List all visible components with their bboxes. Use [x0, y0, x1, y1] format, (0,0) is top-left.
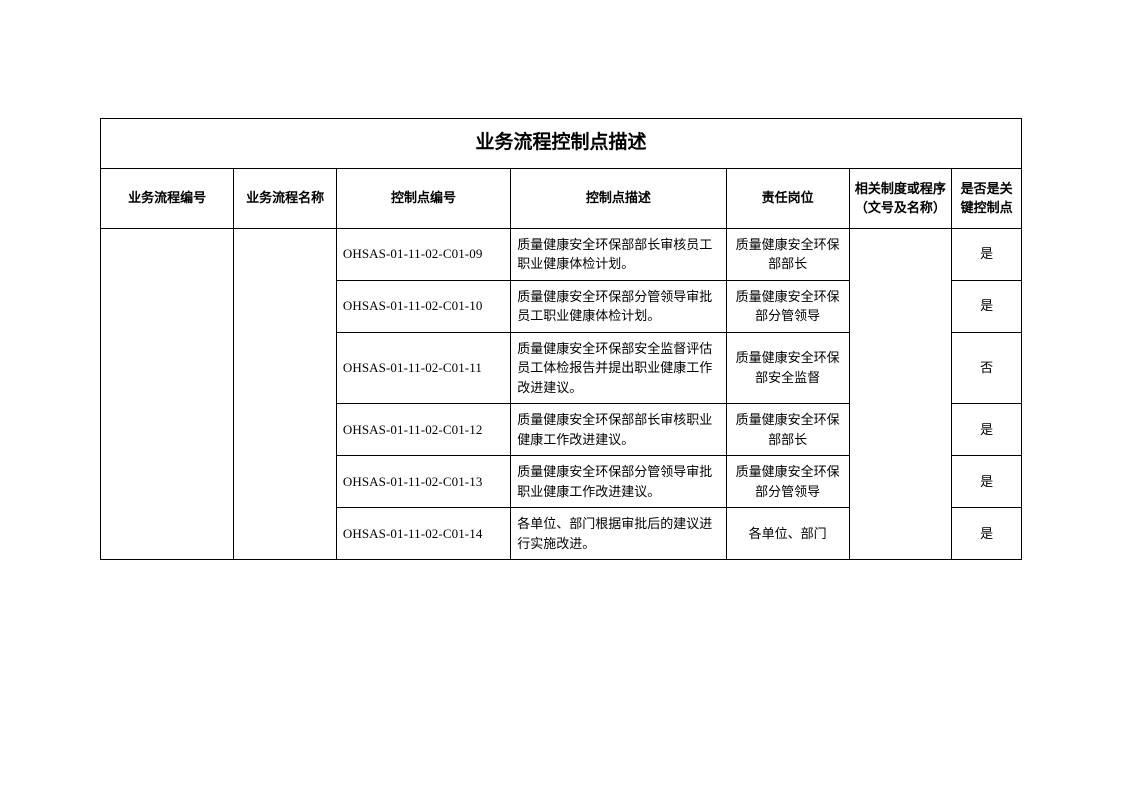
cell-key: 是 — [952, 280, 1022, 332]
cell-control-id: OHSAS-01-11-02-C01-11 — [336, 332, 510, 404]
cell-control-id: OHSAS-01-11-02-C01-10 — [336, 280, 510, 332]
col-header-process-id: 业务流程编号 — [101, 168, 234, 228]
col-header-role: 责任岗位 — [726, 168, 849, 228]
cell-role: 质量健康安全环保部安全监督 — [726, 332, 849, 404]
header-row: 业务流程编号 业务流程名称 控制点编号 控制点描述 责任岗位 相关制度或程序（文… — [101, 168, 1022, 228]
control-point-table: 业务流程控制点描述 业务流程编号 业务流程名称 控制点编号 控制点描述 责任岗位… — [100, 118, 1022, 560]
cell-control-id: OHSAS-01-11-02-C01-12 — [336, 404, 510, 456]
cell-role: 各单位、部门 — [726, 508, 849, 560]
cell-role: 质量健康安全环保部分管领导 — [726, 456, 849, 508]
col-header-key: 是否是关键控制点 — [952, 168, 1022, 228]
cell-control-desc: 质量健康安全环保部部长审核员工职业健康体检计划。 — [511, 228, 726, 280]
cell-key: 否 — [952, 332, 1022, 404]
table-row: OHSAS-01-11-02-C01-09 质量健康安全环保部部长审核员工职业健… — [101, 228, 1022, 280]
cell-key: 是 — [952, 404, 1022, 456]
cell-key: 是 — [952, 508, 1022, 560]
cell-control-id: OHSAS-01-11-02-C01-13 — [336, 456, 510, 508]
cell-role: 质量健康安全环保部部长 — [726, 404, 849, 456]
cell-key: 是 — [952, 456, 1022, 508]
cell-process-id — [101, 228, 234, 560]
cell-process-name — [234, 228, 337, 560]
col-header-control-desc: 控制点描述 — [511, 168, 726, 228]
cell-key: 是 — [952, 228, 1022, 280]
cell-role: 质量健康安全环保部部长 — [726, 228, 849, 280]
cell-control-desc: 质量健康安全环保部部长审核职业健康工作改进建议。 — [511, 404, 726, 456]
title-row: 业务流程控制点描述 — [101, 119, 1022, 169]
col-header-related: 相关制度或程序（文号及名称） — [849, 168, 952, 228]
cell-control-id: OHSAS-01-11-02-C01-09 — [336, 228, 510, 280]
cell-control-desc: 质量健康安全环保部分管领导审批员工职业健康体检计划。 — [511, 280, 726, 332]
col-header-process-name: 业务流程名称 — [234, 168, 337, 228]
table-title: 业务流程控制点描述 — [101, 119, 1022, 169]
col-header-control-id: 控制点编号 — [336, 168, 510, 228]
cell-control-desc: 质量健康安全环保部安全监督评估员工体检报告并提出职业健康工作改进建议。 — [511, 332, 726, 404]
cell-control-desc: 质量健康安全环保部分管领导审批职业健康工作改进建议。 — [511, 456, 726, 508]
cell-control-desc: 各单位、部门根据审批后的建议进行实施改进。 — [511, 508, 726, 560]
cell-related — [849, 228, 952, 560]
cell-control-id: OHSAS-01-11-02-C01-14 — [336, 508, 510, 560]
cell-role: 质量健康安全环保部分管领导 — [726, 280, 849, 332]
